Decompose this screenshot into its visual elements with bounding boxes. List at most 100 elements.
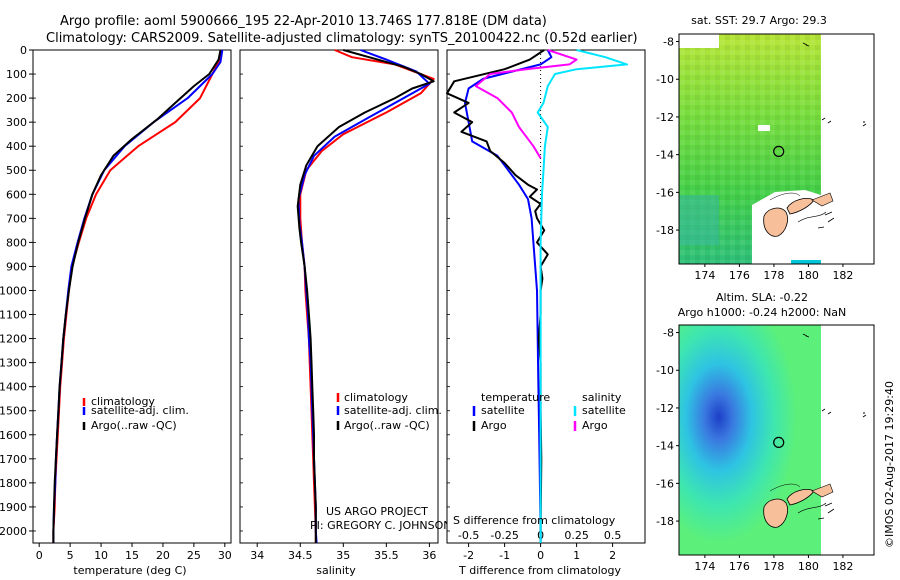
- series-line-argo-raw-qc-: [52, 49, 222, 543]
- x-tick-label: -1: [499, 549, 510, 562]
- sla-lat-ticks: -8 -10 -12 -14 -16 -18: [656, 327, 679, 528]
- sla-field: [679, 325, 821, 555]
- sst-field: [679, 34, 821, 264]
- legend-sal-satellite: satellite: [582, 404, 626, 417]
- sst-edge-band: [791, 260, 821, 264]
- depth-tick-label: 1700: [0, 453, 27, 466]
- temperature-panel: 0100200300400500600700800900100011001200…: [0, 44, 232, 577]
- lat-tick-label: -8: [663, 36, 674, 49]
- sst-missing-patch: [679, 34, 719, 48]
- temperature-tick-labels: 0 5 10 15 20 25 30: [33, 49, 232, 562]
- s-difference-tick-labels: -0.5 -0.25 0 0.25 0.5: [458, 529, 621, 542]
- lon-tick-label: 182: [832, 560, 853, 573]
- sst-cool-patch: [679, 195, 719, 245]
- sst-map-frame: [678, 33, 875, 265]
- depth-tick-label: 1500: [0, 405, 27, 418]
- series-line-temperature-satellite: [464, 49, 553, 543]
- depth-tick-label: 1400: [0, 381, 27, 394]
- depth-tick-label: 400: [6, 140, 27, 153]
- series-line-temperature-argo: [446, 49, 549, 543]
- lat-tick-label: -10: [656, 364, 674, 377]
- depth-tick-label: 1300: [0, 357, 27, 370]
- island-viti-levu: [763, 207, 788, 237]
- s-difference-tick-label: 0.5: [604, 529, 622, 542]
- x-tick-label: -2: [463, 549, 474, 562]
- sst-missing-speck: [758, 125, 770, 131]
- depth-tick-label: 600: [6, 188, 27, 201]
- x-tick-label: 0: [36, 549, 43, 562]
- fiji-islands-sst: [763, 42, 867, 237]
- lat-tick-label: -10: [656, 73, 674, 86]
- salinity-tick-labels: 34 34.5 35 35.5 36: [240, 49, 436, 562]
- depth-tick-label: 900: [6, 260, 27, 273]
- depth-tick-label: 2000: [0, 525, 27, 538]
- depth-tick-labels: 0 100 200 300 400 500 600 700 800 900 1000 1100 1200…: [0, 44, 33, 538]
- x-tick-label: 20: [156, 549, 170, 562]
- lon-tick-label: 174: [694, 560, 715, 573]
- lon-tick-label: 176: [729, 560, 750, 573]
- lat-tick-label: -16: [656, 477, 674, 490]
- outer-islands: [817, 502, 835, 520]
- lat-tick-label: -16: [656, 186, 674, 199]
- s-difference-tick-label: 0.25: [564, 529, 589, 542]
- depth-tick-label: 200: [6, 92, 27, 105]
- difference-axes-frame: [446, 49, 646, 544]
- series-line-salinity-argo: [474, 49, 578, 159]
- lon-tick-label: 178: [763, 269, 784, 282]
- lat-tick-label: -14: [656, 440, 674, 453]
- legend-sal-argo: Argo: [582, 419, 608, 432]
- lat-tick-label: -14: [656, 149, 674, 162]
- x-tick-label: 30: [218, 549, 232, 562]
- legend-argo: Argo(..raw -QC): [344, 419, 430, 432]
- sla-lon-ticks: 174 176 178 180 182: [694, 555, 853, 573]
- x-tick-label: 36: [422, 549, 436, 562]
- lat-tick-label: -18: [656, 224, 674, 237]
- sla-map-frame: [678, 324, 875, 556]
- depth-tick-label: 800: [6, 236, 27, 249]
- depth-tick-label: 1100: [0, 309, 27, 322]
- s-difference-label: S difference from climatology: [453, 514, 616, 527]
- x-tick-label: 35.5: [374, 549, 399, 562]
- x-tick-label: 15: [125, 549, 139, 562]
- sla-map-title1: Altim. SLA: -0.22: [716, 291, 808, 304]
- reef-outline-north: [769, 483, 801, 492]
- x-tick-label: 2: [609, 549, 616, 562]
- x-tick-label: 34: [250, 549, 264, 562]
- sst-argo-position-marker: [773, 145, 785, 157]
- reef-outline: [797, 502, 827, 514]
- salinity-axes-frame: [239, 49, 439, 544]
- lon-tick-label: 182: [832, 269, 853, 282]
- legend-argo: Argo(..raw -QC): [91, 419, 177, 432]
- temperature-legend: climatology satellite-adj. clim. Argo(..…: [82, 395, 189, 432]
- lon-tick-label: 180: [798, 560, 819, 573]
- legend-temp-satellite: satellite: [481, 404, 525, 417]
- x-tick-label: 0: [537, 549, 544, 562]
- lat-tick-label: -12: [656, 402, 674, 415]
- depth-tick-label: 500: [6, 164, 27, 177]
- island-taveuni: [811, 483, 834, 498]
- salinity-legend: climatology satellite-adj. clim. Argo(..…: [336, 391, 442, 432]
- series-line-argo-raw-qc-: [296, 49, 435, 543]
- fiji-islands-sla: [763, 333, 867, 528]
- t-difference-xlabel: T difference from climatology: [458, 564, 621, 577]
- difference-legend: temperature salinity satellite Argo sate…: [472, 391, 626, 432]
- s-difference-tick-label: -0.5: [458, 529, 479, 542]
- credit-pi: PI: GREGORY C. JOHNSON: [310, 519, 451, 532]
- temperature-axes-frame: [32, 49, 232, 544]
- lon-tick-label: 174: [694, 269, 715, 282]
- s-difference-tick-label: -0.25: [490, 529, 518, 542]
- lat-tick-label: -8: [663, 327, 674, 340]
- island-viti-levu: [763, 498, 788, 528]
- legend-temperature-title: temperature: [481, 391, 550, 404]
- sst-map-title: sat. SST: 29.7 Argo: 29.3: [691, 14, 827, 27]
- depth-tick-label: 700: [6, 212, 27, 225]
- sla-map-title2: Argo h1000: -0.24 h2000: NaN: [678, 306, 847, 319]
- temperature-xlabel: temperature (deg C): [73, 564, 186, 577]
- header-title-line2: Climatology: CARS2009. Satellite-adjuste…: [46, 31, 638, 46]
- depth-tick-label: 1200: [0, 333, 27, 346]
- legend-satellite-adj: satellite-adj. clim.: [344, 404, 442, 417]
- depth-tick-label: 0: [20, 44, 27, 57]
- salinity-xlabel: salinity: [316, 564, 356, 577]
- outer-islands: [817, 211, 835, 229]
